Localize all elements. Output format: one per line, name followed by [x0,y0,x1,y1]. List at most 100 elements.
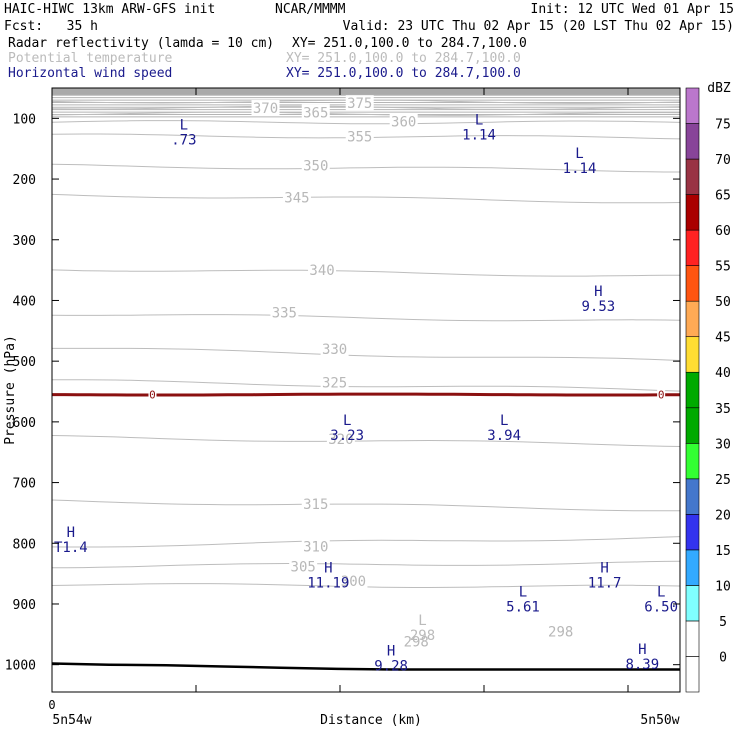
colorbar-cell [685,229,700,266]
theta-contour-310 [51,536,681,548]
wind-extremum-value: 1.14 [563,161,597,177]
init-time: Init: 12 UTC Wed 01 Apr 15 [530,2,735,17]
y-tick-label: 500 [13,355,36,370]
theta-label: 375 [347,96,372,112]
wind-extremum-value: 9.28 [374,659,408,675]
colorbar-cell [685,371,700,409]
theta-label-bg [270,304,299,320]
reflectivity-contour-0 [52,392,680,397]
theta-label-bg [339,572,368,588]
colorbar-level: 70 [715,153,731,168]
field-name-wind: Horizontal wind speed [8,66,173,81]
y-tick-label: 900 [13,598,36,613]
colorbar-cell [685,656,700,693]
colorbar-level: 40 [715,366,731,381]
colorbar-cell [685,123,700,160]
wind-extremum-kind: L [657,585,665,601]
theta-label: 325 [322,375,347,391]
field-xy-wind: XY= 251.0,100.0 to 284.7,100.0 [286,66,521,81]
wind-extremum-kind: H [387,644,395,660]
valid-time: Valid: 23 UTC Thu 02 Apr 15 (20 LST Thu … [342,19,734,34]
theta-label: 315 [303,497,328,513]
theta-label: 300 [341,574,366,590]
theta-label-bg [289,558,318,574]
colorbar-level: 60 [715,224,731,239]
theta-label: 340 [309,263,334,279]
colorbar-cell [685,442,700,480]
theta-label: 330 [322,342,347,358]
colorbar-level: 25 [715,473,731,488]
forecast-hour: Fcst: 35 h [4,19,98,34]
colorbar-cell [685,194,700,231]
colorbar-level: 5 [719,615,727,630]
colorbar-level: 75 [715,118,731,133]
colorbar-cell [685,336,700,373]
theta-contour-305 [52,560,681,569]
wind-extremum-kind: H [594,284,602,300]
wind-extremum-value: .73 [171,132,196,148]
y-tick-label: 200 [13,173,36,188]
y-tick-label: 1000 [5,659,36,674]
wind-extremum-value: 5.61 [506,600,540,616]
reflectivity-label-bg [148,388,157,401]
theta-label-bg [326,430,355,446]
theta-label: 360 [391,114,416,130]
theta-label: 305 [291,559,316,575]
colorbar-cell [685,585,700,622]
reflectivity-label: 0 [149,389,156,402]
field-xy-reflectivity: XY= 251.0,100.0 to 284.7,100.0 [292,36,527,51]
theta-contour-325 [51,379,681,392]
theta-label-bg [345,95,374,111]
wind-extremum-kind: L [500,413,508,429]
reflectivity-label-bg [657,388,666,401]
theta-label-bg [345,128,374,144]
wind-extremum-value: 8.39 [625,657,659,673]
wind-extremum-value: 298 [410,628,435,644]
theta-contour-360 [51,120,681,125]
theta-label-bg [320,341,349,357]
wind-extremum-kind: L [575,146,583,162]
org-label: NCAR/MMMM [275,2,346,17]
x-tick-label: 0 [48,698,55,712]
y-tick-label: 800 [13,537,36,552]
theta-label-bg [308,262,337,278]
theta-label-bg [546,623,575,639]
theta-label-bg [282,189,311,205]
theta-label-bg [251,100,280,116]
wind-extremum-value: T1.4 [54,540,88,556]
y-tick-label: 100 [13,112,36,127]
theta-label: 310 [303,539,328,555]
colorbar-level: 0 [719,650,727,665]
y-tick-label: 700 [13,477,36,492]
field-name-theta: Potential temperature [8,51,173,66]
theta-label-bg [389,113,418,129]
colorbar-cell [685,620,700,657]
colorbar-cell [685,300,700,338]
wind-extremum-kind: L [475,112,483,128]
colorbar-level: 55 [715,260,731,275]
wind-extremum-value: 11.19 [307,575,349,591]
field-name-reflectivity: Radar reflectivity (lamda = 10 cm) [8,36,275,51]
colorbar-level: 10 [715,579,731,594]
colorbar-level: 45 [715,331,731,346]
wind-extremum-kind: H [638,642,646,658]
colorbar-level: 50 [715,295,731,310]
wind-extremum-value: 6.50 [644,600,678,616]
theta-label-bg [301,495,330,511]
colorbar-cell [685,478,700,515]
contour-labels: 375 370 365 360 355 350 345 340 335 330 325 320 315 3… [54,95,678,675]
wind-extremum-value: 1.14 [462,127,496,143]
colorbar-level: 65 [715,189,731,204]
colorbar-cell [685,265,700,302]
theta-label: 298 [548,624,573,640]
wind-extremum-kind: L [418,613,426,629]
theta-contour-315 [51,499,681,512]
theta-contour-330 [52,347,681,361]
model-title: HAIC-HIWC 13km ARW-GFS init [4,2,216,17]
colorbar-cell [685,549,700,586]
colorbar-level: 15 [715,544,731,559]
colorbar-cell [685,158,700,195]
theta-contour-340 [51,269,681,277]
